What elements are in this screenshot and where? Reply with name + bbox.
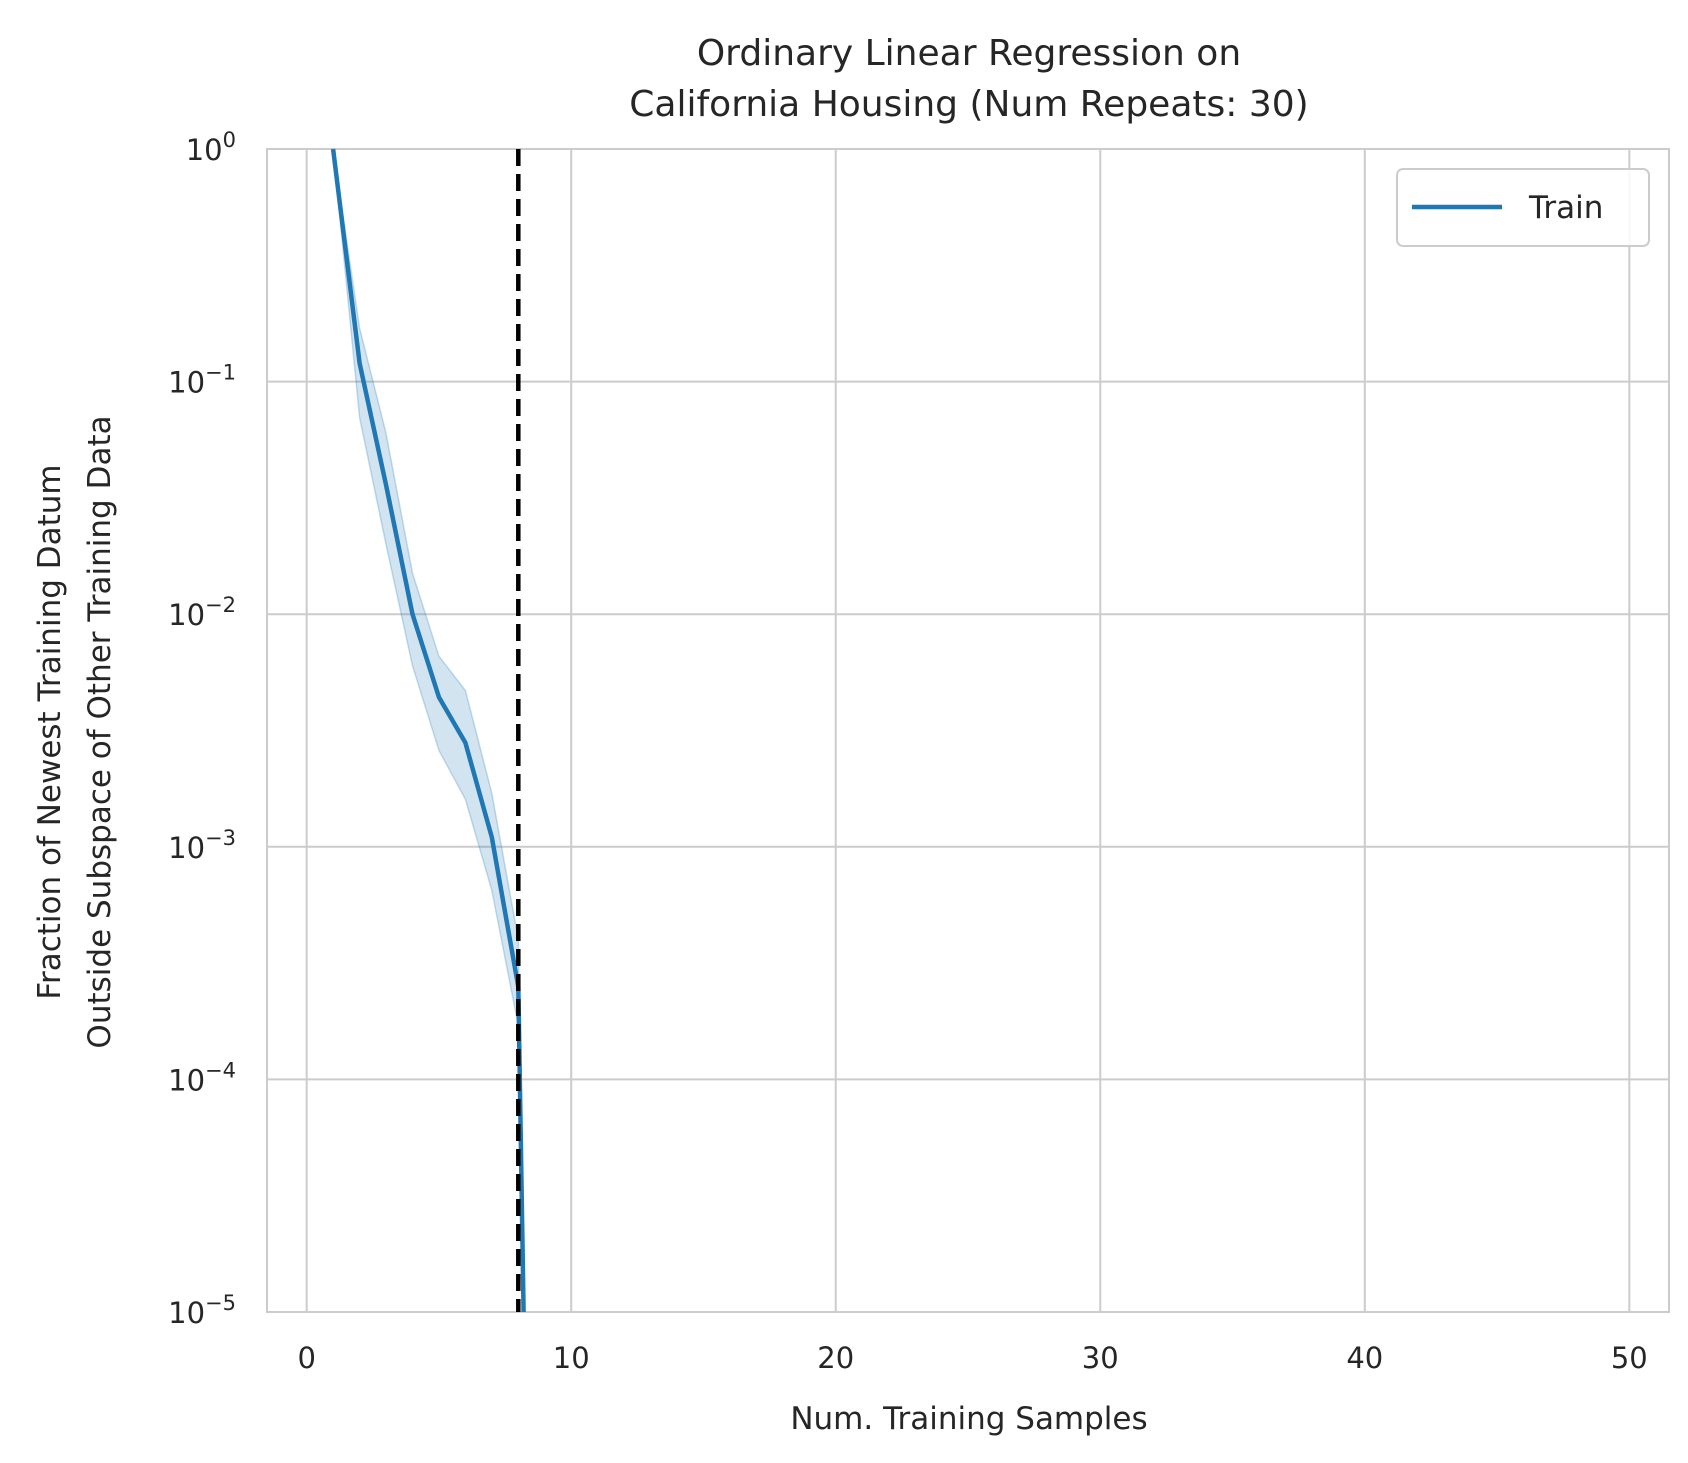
y-tick-label: 100 [186,128,236,167]
plot-area [266,148,1670,1313]
legend-box [1396,168,1650,247]
y-axis-label-line-2: Outside Subspace of Other Training Data [82,415,118,1048]
series-line-train [330,148,526,1313]
x-tick-labels: 0 10 20 30 40 50 [297,1341,1647,1375]
x-tick-label: 30 [1082,1341,1119,1375]
y-tick-label: 10−1 [168,361,236,400]
y-tick-label: 10−3 [168,826,236,865]
x-gridlines [305,149,1631,1312]
y-tick-label: 10−5 [168,1291,236,1330]
legend: Train [1396,168,1650,247]
x-tick-label: 0 [297,1341,315,1375]
y-tick-label: 10−4 [168,1058,236,1097]
y-gridlines [267,148,1669,1313]
x-tick-label: 50 [1611,1341,1648,1375]
x-tick-label: 20 [817,1341,854,1375]
x-axis-label: Num. Training Samples [790,1401,1147,1437]
x-tick-label: 40 [1346,1341,1383,1375]
y-tick-label: 10−2 [168,593,236,632]
chart-title-line-2: California Housing (Num Repeats: 30) [629,84,1308,125]
y-tick-labels: 100 10−1 10−2 10−3 10−4 10−5 [168,128,236,1330]
chart-title-line-1: Ordinary Linear Regression on [697,33,1241,74]
x-tick-label: 10 [553,1341,590,1375]
y-axis-label-line-1: Fraction of Newest Training Datum [32,464,68,999]
legend-label-train: Train [1528,190,1603,226]
y-axis-label: Fraction of Newest Training Datum Outsid… [32,415,118,1048]
